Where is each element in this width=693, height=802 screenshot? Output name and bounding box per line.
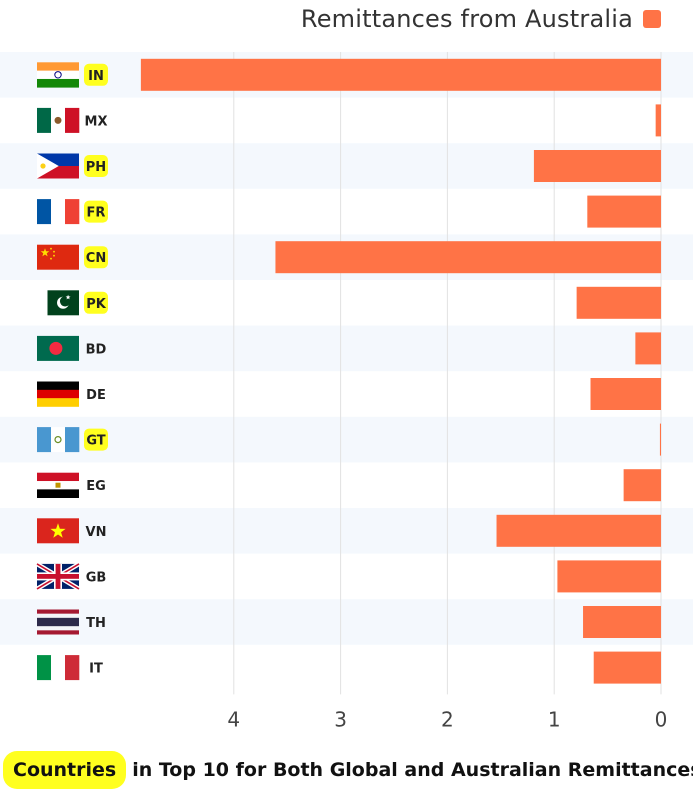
bar-mx bbox=[655, 104, 661, 137]
country-label: FR bbox=[87, 206, 106, 221]
bar-pk bbox=[576, 286, 661, 319]
caption-text: in Top 10 for Both Global and Australian… bbox=[132, 759, 693, 781]
legend-label: Remittances from Australia bbox=[300, 5, 633, 33]
country-label: VN bbox=[86, 525, 107, 540]
bar-in bbox=[140, 58, 661, 91]
country-label: IN bbox=[88, 69, 104, 84]
chart-caption: Countries in Top 10 for Both Global and … bbox=[3, 751, 693, 789]
bar-vn bbox=[496, 514, 661, 547]
bar-fr bbox=[587, 195, 661, 228]
bar-gt bbox=[659, 423, 661, 456]
country-label: PH bbox=[86, 160, 106, 175]
germany-flag bbox=[37, 381, 79, 407]
bar-it bbox=[593, 651, 661, 684]
country-label: GT bbox=[86, 434, 105, 449]
label-highlight bbox=[84, 428, 108, 451]
bar-cn bbox=[275, 241, 661, 274]
pakistan-flag bbox=[37, 290, 79, 316]
label-highlight bbox=[84, 291, 108, 314]
bar-th bbox=[583, 606, 661, 638]
legend-swatch bbox=[643, 10, 661, 28]
chart-legend: Remittances from Australia bbox=[301, 5, 661, 33]
bangladesh-flag bbox=[37, 335, 79, 361]
thailand-flag bbox=[37, 609, 79, 635]
row-band bbox=[0, 599, 693, 645]
country-label: BD bbox=[86, 342, 107, 357]
country-label: CN bbox=[86, 251, 106, 266]
vietnam-flag bbox=[37, 518, 79, 544]
bar-gb bbox=[557, 560, 661, 593]
country-label: EG bbox=[86, 479, 106, 494]
country-label: GB bbox=[86, 570, 107, 585]
x-tick-label: 3 bbox=[334, 707, 347, 731]
x-tick-label: 2 bbox=[441, 707, 454, 731]
label-highlight bbox=[84, 200, 108, 223]
egypt-flag bbox=[37, 472, 79, 498]
bar-eg bbox=[623, 469, 661, 502]
x-tick-label: 4 bbox=[227, 707, 240, 731]
country-label: MX bbox=[85, 114, 108, 129]
label-highlight bbox=[84, 246, 108, 269]
india-flag bbox=[37, 62, 79, 88]
x-tick-label: 1 bbox=[548, 707, 561, 731]
bar-bd bbox=[635, 332, 661, 365]
guatemala-flag bbox=[37, 427, 80, 453]
row-band bbox=[0, 416, 693, 463]
country-label: TH bbox=[86, 616, 106, 631]
italy-flag bbox=[37, 655, 80, 681]
mexico-flag bbox=[37, 107, 80, 133]
caption-highlight: Countries bbox=[3, 751, 127, 789]
country-label: PK bbox=[86, 297, 107, 312]
bar-chart: 4 3 2 1 0 IN MX PH FR CN PK BD DE GT EG VN GB TH IT bbox=[0, 52, 693, 731]
china-flag bbox=[37, 244, 79, 270]
country-label: DE bbox=[86, 388, 106, 403]
bar-de bbox=[590, 378, 661, 410]
france-flag bbox=[37, 199, 80, 225]
bar-ph bbox=[533, 150, 661, 182]
label-highlight bbox=[84, 63, 108, 86]
philippines-flag bbox=[37, 153, 79, 179]
row-band bbox=[0, 325, 693, 372]
x-tick-label: 0 bbox=[655, 707, 668, 731]
country-label: IT bbox=[89, 662, 103, 677]
label-highlight bbox=[84, 155, 108, 177]
united-kingdom-flag bbox=[35, 561, 81, 591]
